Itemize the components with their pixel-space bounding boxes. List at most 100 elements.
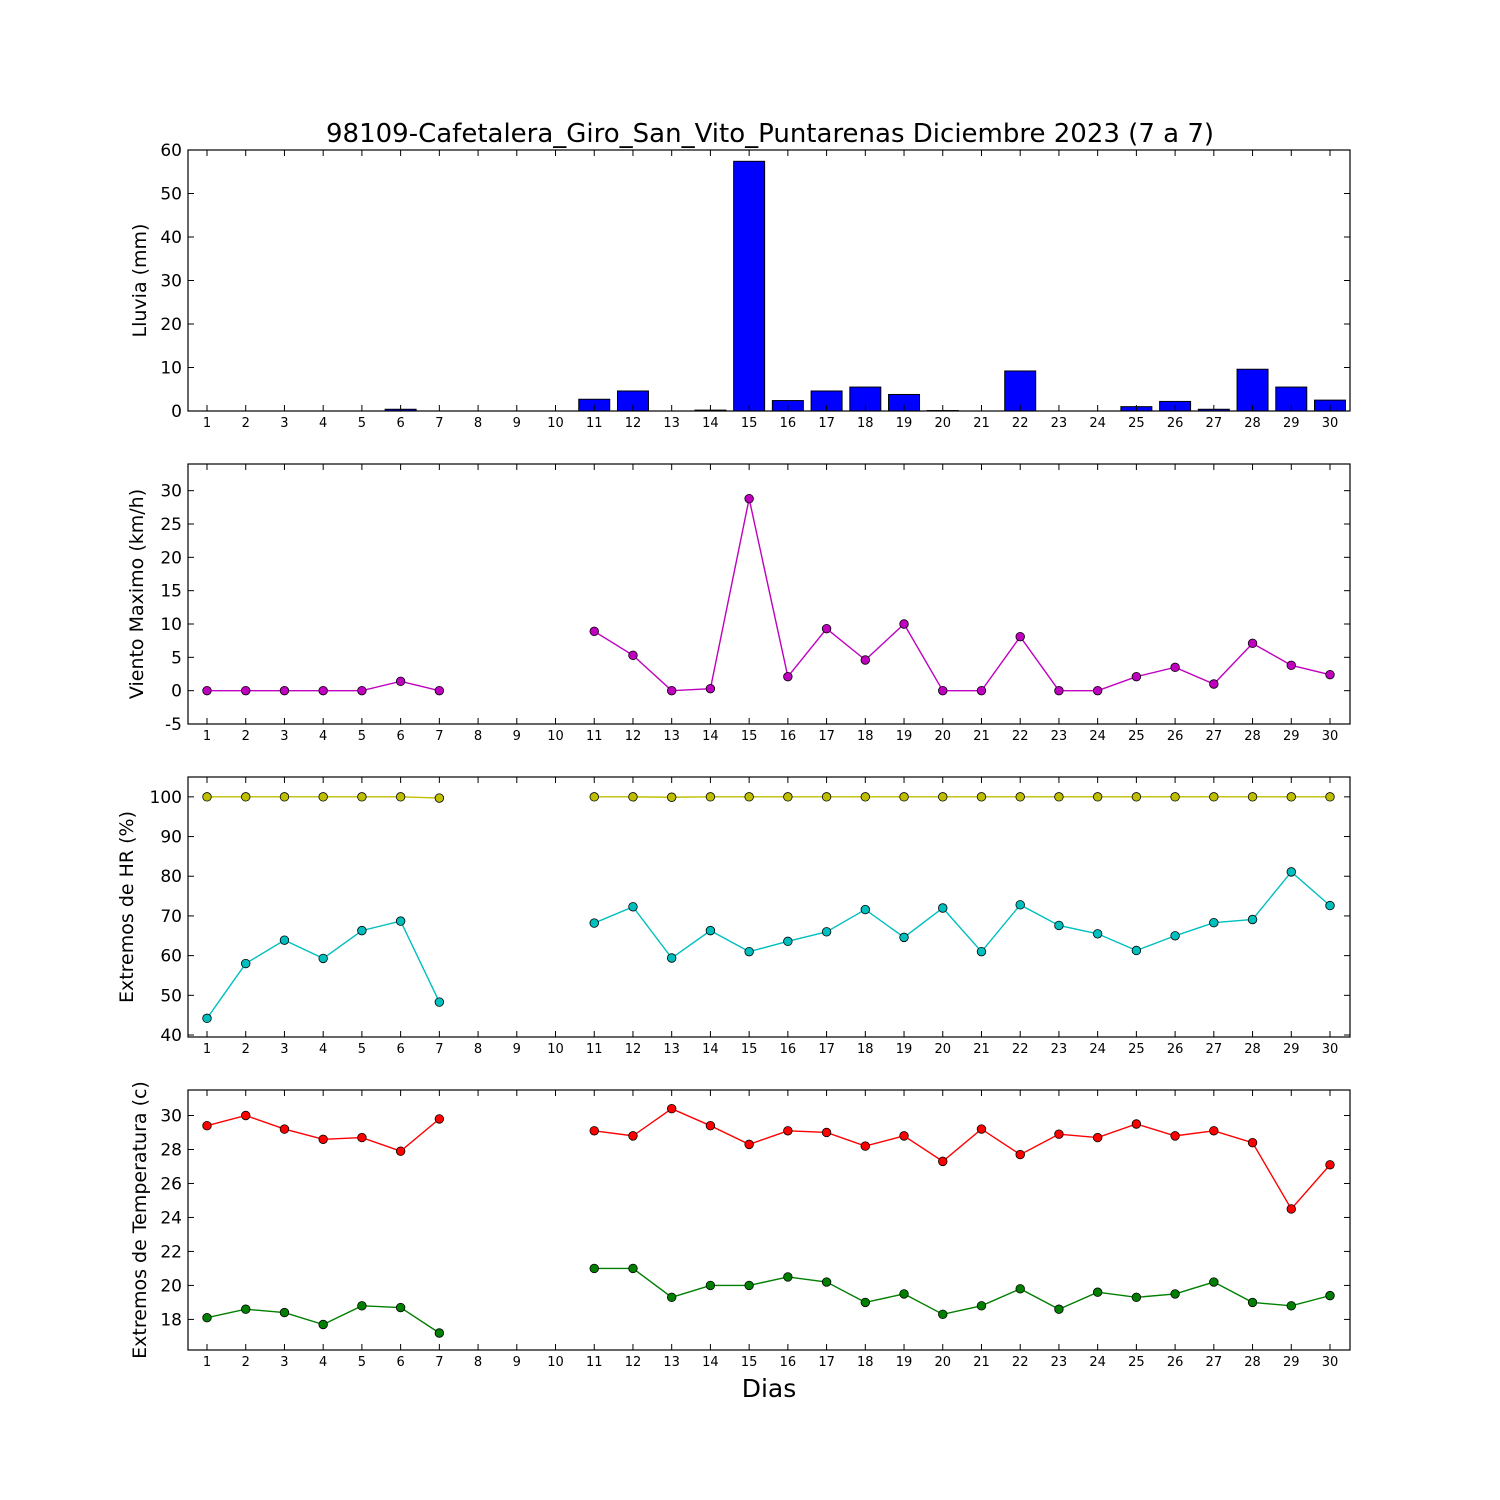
series-1-point-day-27 bbox=[1209, 792, 1219, 802]
series-2-point-day-15 bbox=[744, 1280, 754, 1291]
x-tick-label-day-13: 13 bbox=[663, 1355, 680, 1370]
series-1-point-day-6 bbox=[395, 792, 406, 802]
x-tick-label-day-19: 19 bbox=[896, 416, 913, 431]
x-tick-label-day-20: 20 bbox=[934, 1042, 951, 1057]
y-tick-label: 25 bbox=[160, 515, 182, 535]
series-1-point-day-24 bbox=[1092, 792, 1103, 802]
x-tick-label-day-5: 5 bbox=[358, 416, 366, 431]
x-tick-label-day-15: 15 bbox=[741, 1042, 758, 1057]
series-2-point-day-13 bbox=[666, 1292, 677, 1303]
series-2-line-2 bbox=[593, 870, 1331, 959]
series-2-point-day-27 bbox=[1209, 917, 1219, 928]
x-tick-label-day-16: 16 bbox=[780, 729, 797, 744]
x-tick-label-day-23: 23 bbox=[1051, 1355, 1068, 1370]
series-1-point-day-17 bbox=[821, 792, 832, 802]
bar-day-28 bbox=[1236, 368, 1269, 412]
panel-2-y-axis-label: Viento Maximo (km/h) bbox=[126, 489, 148, 699]
series-2-point-day-6 bbox=[395, 1302, 406, 1313]
series-1-point-day-2 bbox=[241, 1110, 251, 1121]
series-2-point-day-29 bbox=[1286, 867, 1296, 877]
x-tick-label-day-29: 29 bbox=[1283, 1042, 1300, 1057]
series-1-point-day-11 bbox=[589, 1126, 599, 1136]
panel-3-frame bbox=[187, 776, 1351, 1038]
x-tick-label-day-3: 3 bbox=[280, 1042, 288, 1057]
x-tick-label-day-6: 6 bbox=[396, 416, 404, 431]
series-1-point-day-3 bbox=[279, 685, 290, 696]
y-tick-label: 5 bbox=[171, 648, 182, 668]
series-1-point-day-2 bbox=[241, 685, 251, 696]
y-tick-label: 0 bbox=[171, 682, 182, 702]
x-tick-label-day-15: 15 bbox=[741, 416, 758, 431]
x-tick-label-day-19: 19 bbox=[896, 1042, 913, 1057]
x-tick-label-day-22: 22 bbox=[1012, 416, 1029, 431]
series-2-point-day-25 bbox=[1131, 945, 1142, 956]
x-tick-label-day-8: 8 bbox=[474, 1355, 482, 1370]
series-2-point-day-30 bbox=[1325, 1290, 1335, 1301]
series-2-point-day-16 bbox=[783, 936, 793, 947]
x-tick-label-day-15: 15 bbox=[741, 1355, 758, 1370]
y-tick-label: 60 bbox=[160, 947, 182, 967]
series-1-point-day-29 bbox=[1286, 1204, 1296, 1214]
x-tick-label-day-1: 1 bbox=[203, 1355, 211, 1370]
x-tick-label-day-24: 24 bbox=[1089, 416, 1106, 431]
x-tick-label-day-1: 1 bbox=[203, 416, 211, 431]
x-tick-label-day-24: 24 bbox=[1089, 1355, 1106, 1370]
series-1-point-day-5 bbox=[357, 1132, 367, 1143]
series-2-point-day-7 bbox=[434, 1328, 445, 1338]
x-tick-label-day-7: 7 bbox=[435, 416, 443, 431]
series-1-point-day-22 bbox=[1015, 792, 1025, 802]
series-2-point-day-13 bbox=[666, 953, 677, 963]
series-1-point-day-3 bbox=[279, 1124, 290, 1134]
x-tick-label-day-16: 16 bbox=[780, 416, 797, 431]
series-2-point-day-4 bbox=[318, 1319, 328, 1330]
series-1-line-2 bbox=[593, 498, 1331, 692]
panel-3-y-axis-label: Extremos de HR (%) bbox=[116, 811, 138, 1003]
x-tick-label-day-17: 17 bbox=[818, 1355, 835, 1370]
x-tick-label-day-10: 10 bbox=[547, 416, 564, 431]
series-2-point-day-15 bbox=[744, 946, 754, 957]
y-tick-label: 0 bbox=[171, 402, 182, 422]
y-tick-label: 24 bbox=[160, 1208, 182, 1228]
x-tick-label-day-14: 14 bbox=[702, 1042, 719, 1057]
bar-day-15 bbox=[733, 160, 766, 412]
series-1-point-day-19 bbox=[899, 619, 909, 629]
series-2-point-day-2 bbox=[241, 958, 251, 969]
series-2-point-day-2 bbox=[241, 1304, 251, 1314]
series-1-point-day-27 bbox=[1209, 1126, 1219, 1136]
series-1-point-day-30 bbox=[1325, 1160, 1335, 1170]
series-1-point-day-18 bbox=[860, 792, 871, 802]
x-tick-label-day-18: 18 bbox=[857, 1355, 874, 1370]
x-tick-label-day-5: 5 bbox=[358, 1355, 366, 1370]
series-1-point-day-1 bbox=[202, 792, 212, 802]
x-tick-label-day-26: 26 bbox=[1167, 729, 1184, 744]
series-1-point-day-28 bbox=[1247, 638, 1258, 649]
x-tick-label-day-5: 5 bbox=[358, 1042, 366, 1057]
series-1-point-day-23 bbox=[1054, 1129, 1064, 1139]
series-2-point-day-12 bbox=[628, 902, 638, 912]
y-tick-label: 30 bbox=[160, 272, 182, 292]
y-tick-label: 40 bbox=[160, 228, 182, 248]
x-tick-label-day-10: 10 bbox=[547, 729, 564, 744]
series-2-point-day-25 bbox=[1131, 1292, 1142, 1303]
panel-2-frame bbox=[187, 463, 1351, 725]
x-tick-label-day-29: 29 bbox=[1283, 729, 1300, 744]
x-tick-label-day-27: 27 bbox=[1206, 1355, 1223, 1370]
x-tick-label-day-19: 19 bbox=[896, 1355, 913, 1370]
x-tick-label-day-14: 14 bbox=[702, 416, 719, 431]
x-tick-label-day-12: 12 bbox=[625, 729, 642, 744]
series-2-point-day-24 bbox=[1092, 929, 1103, 939]
series-2-point-day-11 bbox=[589, 1263, 599, 1274]
x-tick-label-day-22: 22 bbox=[1012, 1042, 1029, 1057]
x-tick-label-day-11: 11 bbox=[586, 416, 603, 431]
series-2-point-day-4 bbox=[318, 953, 328, 964]
series-2-line-2 bbox=[594, 1267, 1331, 1316]
series-1-point-day-11 bbox=[589, 626, 599, 637]
series-1-point-day-4 bbox=[318, 1134, 328, 1144]
x-tick-label-day-12: 12 bbox=[625, 1355, 642, 1370]
x-tick-label-day-14: 14 bbox=[702, 1355, 719, 1370]
series-2-point-day-5 bbox=[357, 925, 367, 936]
series-1-point-day-26 bbox=[1170, 1131, 1180, 1141]
y-tick-label: 40 bbox=[160, 1026, 182, 1046]
series-2-point-day-19 bbox=[899, 932, 909, 943]
